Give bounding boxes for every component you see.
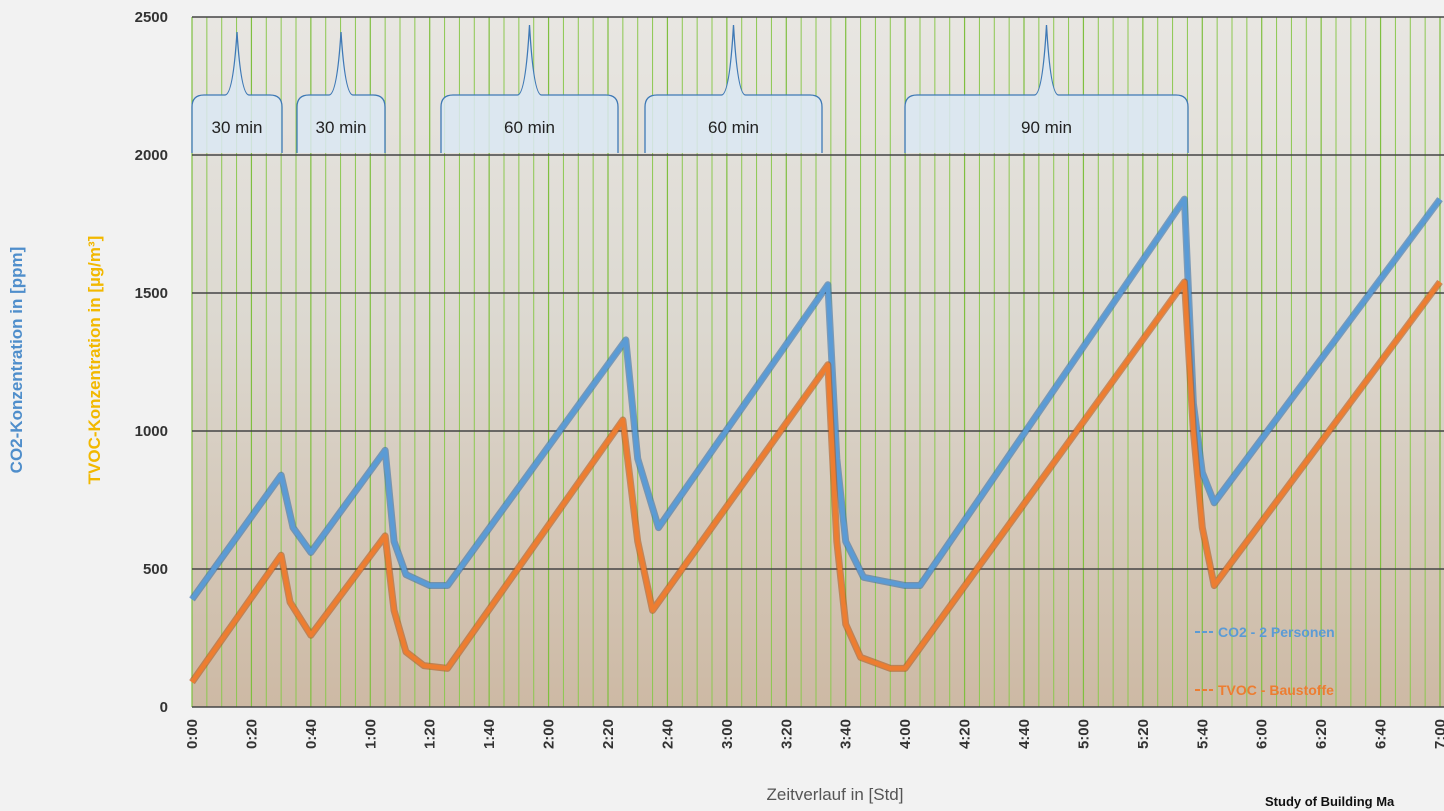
x-tick-label: 3:40 xyxy=(838,719,855,749)
chart: CO2-Konzentration in [ppm] TVOC-Konzentr… xyxy=(0,0,1444,811)
x-tick-label: 1:00 xyxy=(362,719,379,749)
y-tick-label: 2500 xyxy=(135,9,168,26)
x-tick-label: 0:20 xyxy=(243,719,260,749)
y-tick-label: 2000 xyxy=(135,147,168,164)
legend-label: TVOC - Baustoffe xyxy=(1218,682,1334,698)
x-tick-label: 6:40 xyxy=(1373,719,1390,749)
annotation: 60 min xyxy=(504,118,555,137)
x-tick-label: 0:40 xyxy=(303,719,320,749)
y-tick-label: 500 xyxy=(143,561,168,578)
x-tick-label: 1:40 xyxy=(481,719,498,749)
x-tick-label: 7:00 xyxy=(1432,719,1444,749)
legend-label: CO2 - 2 Personen xyxy=(1218,624,1335,640)
x-tick-label: 2:20 xyxy=(600,719,617,749)
x-tick-label: 4:20 xyxy=(957,719,974,749)
annotation: 60 min xyxy=(708,118,759,137)
x-tick-label: 0:00 xyxy=(184,719,201,749)
y-axis-title-2: TVOC-Konzentration in [µg/m³] xyxy=(85,236,104,485)
y-axis-title: CO2-Konzentration in [ppm] xyxy=(7,247,26,474)
y-tick-label: 1000 xyxy=(135,423,168,440)
x-tick-label: 4:40 xyxy=(1016,719,1033,749)
x-tick-label: 5:00 xyxy=(1075,719,1092,749)
y-tick-label: 1500 xyxy=(135,285,168,302)
x-axis-title: Zeitverlauf in [Std] xyxy=(766,785,903,804)
x-tick-label: 5:40 xyxy=(1194,719,1211,749)
annotation: 30 min xyxy=(315,118,366,137)
x-tick-label: 4:00 xyxy=(897,719,914,749)
x-tick-label: 6:20 xyxy=(1313,719,1330,749)
x-tick-label: 3:20 xyxy=(778,719,795,749)
x-tick-label: 2:40 xyxy=(659,719,676,749)
page: CO2-Konzentration in [ppm] TVOC-Konzentr… xyxy=(0,0,1444,811)
footer: Study of Building Ma xyxy=(1265,794,1395,809)
x-tick-label: 5:20 xyxy=(1135,719,1152,749)
x-tick-label: 2:00 xyxy=(541,719,558,749)
annotation: 90 min xyxy=(1021,118,1072,137)
x-tick-label: 3:00 xyxy=(719,719,736,749)
y-tick-label: 0 xyxy=(160,699,168,716)
x-tick-label: 6:00 xyxy=(1254,719,1271,749)
x-tick-label: 1:20 xyxy=(422,719,439,749)
annotation: 30 min xyxy=(211,118,262,137)
